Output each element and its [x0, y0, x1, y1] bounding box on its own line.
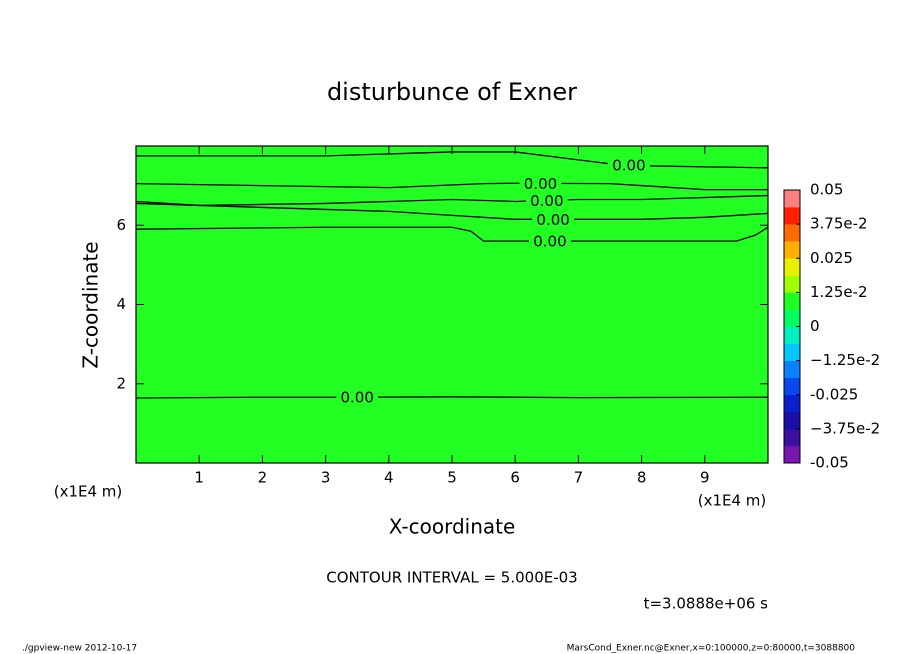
- time-label: t=3.0888e+06 s: [644, 595, 769, 613]
- contour-label: 0.00: [530, 192, 563, 210]
- colorbar-band: [784, 241, 800, 259]
- colorbar-band: [784, 445, 800, 464]
- y-tick-label: 2: [116, 374, 126, 392]
- contour-label-bg: [525, 192, 568, 209]
- colorbar-tick-label: −1.25e-2: [810, 351, 880, 369]
- contour-line: [136, 396, 768, 399]
- x-tick-label: 9: [700, 469, 710, 487]
- contour-line: [136, 226, 768, 242]
- contour-label: 0.00: [524, 175, 557, 193]
- x-tick-label: 3: [321, 469, 331, 487]
- colorbar-band: [784, 258, 800, 276]
- colorbar-band: [784, 190, 800, 208]
- plot-fill: [136, 146, 768, 463]
- colorbar-band: [784, 343, 800, 361]
- colorbar-tick-label: 3.75e-2: [810, 215, 868, 233]
- x-unit: (x1E4 m): [698, 492, 767, 510]
- y-tick-label: 4: [116, 295, 126, 313]
- x-axis-label: X-coordinate: [389, 515, 516, 539]
- contours: 0.000.000.000.000.000.00: [136, 151, 768, 407]
- colorbar-band: [784, 411, 800, 430]
- chart-title: disturbunce of Exner: [327, 78, 577, 106]
- x-tick-label: 7: [574, 469, 584, 487]
- contour-label: 0.00: [612, 157, 645, 175]
- contour-label: 0.00: [533, 233, 566, 251]
- colorbar-tick-label: 0.025: [810, 249, 853, 267]
- x-tick-label: 6: [510, 469, 520, 487]
- x-tick-label: 8: [637, 469, 647, 487]
- x-tick-label: 4: [384, 469, 394, 487]
- x-tick-label: 2: [258, 469, 268, 487]
- contour-label-bg: [336, 389, 379, 406]
- contour-label: 0.00: [340, 389, 373, 407]
- colorbar-band: [784, 428, 800, 447]
- contour-label: 0.00: [536, 211, 569, 229]
- colorbar-band: [784, 275, 800, 293]
- colorbar-band: [784, 309, 800, 327]
- x-tick-label: 5: [447, 469, 457, 487]
- colorbar-tick-label: 1.25e-2: [810, 283, 868, 301]
- colorbar-tick-label: −3.75e-2: [810, 419, 880, 437]
- contour-line: [136, 182, 768, 191]
- y-tick-label: 6: [116, 216, 126, 234]
- colorbar-band: [784, 326, 800, 344]
- contour-label-bg: [519, 175, 562, 192]
- colorbar-band: [784, 377, 800, 396]
- colorbar-tick-label: -0.025: [810, 385, 858, 403]
- contour-line: [136, 202, 768, 220]
- colorbar-tick-label: 0: [810, 317, 820, 335]
- colorbar-tick-label: -0.05: [810, 454, 849, 472]
- contour-label-bg: [607, 157, 650, 174]
- annotation: CONTOUR INTERVAL = 5.000E-03: [326, 569, 577, 587]
- footer-left: ./gpview-new 2012-10-17: [22, 644, 137, 654]
- x-tick-label: 1: [194, 469, 204, 487]
- contour-line: [136, 194, 768, 207]
- colorbar-band: [784, 224, 800, 242]
- footer-right: MarsCond_Exner.nc@Exner,x=0:100000,z=0:8…: [567, 644, 856, 654]
- colorbar-tick-label: 0.05: [810, 181, 843, 199]
- y-unit: (x1E4 m): [54, 483, 123, 501]
- colorbar-band: [784, 394, 800, 413]
- colorbar-band: [784, 360, 800, 378]
- contour-label-bg: [528, 233, 571, 250]
- colorbar-band: [784, 207, 800, 225]
- y-axis-label: Z-coordinate: [79, 241, 103, 368]
- colorbar-band: [784, 292, 800, 310]
- contour-label-bg: [532, 211, 575, 228]
